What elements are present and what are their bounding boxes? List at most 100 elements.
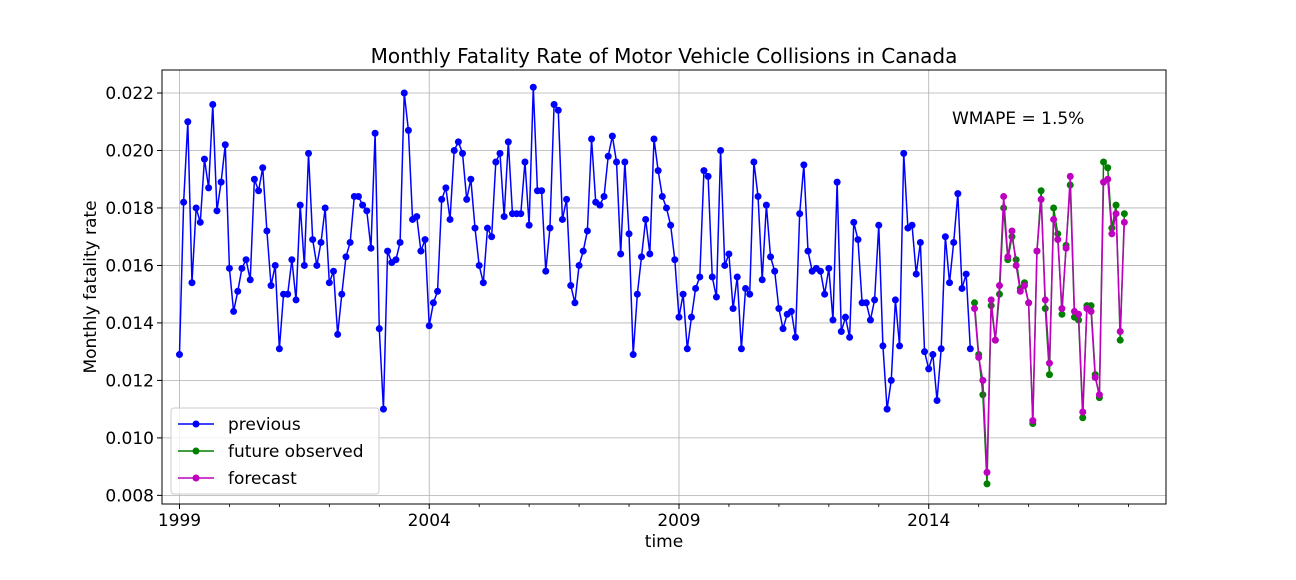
legend: previous future observed forecast xyxy=(170,407,380,495)
data-point-previous xyxy=(658,192,666,200)
data-point-previous xyxy=(950,238,958,246)
data-point-previous xyxy=(929,351,937,359)
data-point-previous xyxy=(517,210,525,218)
data-point-previous xyxy=(492,158,500,166)
data-point-previous xyxy=(717,146,725,154)
data-point-previous xyxy=(638,253,645,261)
data-point-previous xyxy=(571,299,579,307)
data-point-previous xyxy=(275,345,283,353)
data-point-previous xyxy=(675,313,683,321)
data-point-previous xyxy=(567,282,575,290)
data-point-future-observed xyxy=(1079,414,1087,422)
data-point-future-observed xyxy=(971,299,979,307)
data-point-forecast xyxy=(996,282,1003,290)
data-point-previous xyxy=(617,250,625,258)
y-tick-label: 0.008 xyxy=(105,486,154,506)
legend-box xyxy=(170,407,380,495)
data-point-previous xyxy=(629,351,637,359)
data-point-forecast xyxy=(1033,247,1041,255)
grid xyxy=(162,70,1166,504)
data-point-previous xyxy=(891,296,899,304)
data-point-previous xyxy=(708,273,716,281)
data-point-previous xyxy=(221,141,229,149)
series-previous xyxy=(175,83,974,413)
series-group xyxy=(175,83,1128,488)
data-point-previous xyxy=(209,100,217,108)
data-point-previous xyxy=(925,365,933,373)
data-point-previous xyxy=(225,264,233,272)
data-point-previous xyxy=(687,313,695,321)
data-point-previous xyxy=(908,221,916,229)
data-point-forecast xyxy=(1000,192,1008,200)
data-point-previous xyxy=(642,215,650,223)
data-point-previous xyxy=(679,290,687,298)
data-point-previous xyxy=(484,224,491,232)
data-point-forecast xyxy=(1112,210,1120,218)
data-point-previous xyxy=(554,106,562,114)
data-point-previous xyxy=(267,282,275,290)
data-point-previous xyxy=(359,201,367,209)
data-point-previous xyxy=(750,158,758,166)
data-point-previous xyxy=(792,333,800,341)
legend-label-previous: previous xyxy=(228,415,301,435)
data-point-previous xyxy=(933,397,941,405)
data-point-previous xyxy=(796,210,804,218)
data-point-previous xyxy=(288,256,296,264)
data-point-previous xyxy=(429,299,437,307)
data-point-forecast xyxy=(1116,328,1124,336)
legend-label-future-observed: future observed xyxy=(228,442,364,462)
data-point-previous xyxy=(400,89,408,97)
data-point-previous xyxy=(866,316,874,324)
wmape-annotation: WMAPE = 1.5% xyxy=(952,109,1084,129)
x-axis-label: time xyxy=(645,532,683,552)
data-point-previous xyxy=(488,233,496,241)
data-point-previous xyxy=(704,172,712,180)
data-point-previous xyxy=(496,149,504,157)
data-point-forecast xyxy=(1058,305,1066,313)
y-tick-label: 0.010 xyxy=(105,429,154,449)
data-point-forecast xyxy=(1079,408,1087,416)
data-point-previous xyxy=(504,138,512,146)
data-point-forecast xyxy=(1062,244,1070,252)
data-point-previous xyxy=(600,192,608,200)
data-point-previous xyxy=(392,256,400,264)
data-point-previous xyxy=(916,238,924,246)
y-tick-label: 0.014 xyxy=(105,314,154,334)
data-point-previous xyxy=(196,218,204,226)
data-point-forecast xyxy=(991,336,999,344)
data-point-previous xyxy=(667,221,675,229)
data-point-previous xyxy=(550,100,558,108)
data-point-previous xyxy=(729,305,737,313)
data-point-previous xyxy=(583,227,591,235)
y-tick-label: 0.022 xyxy=(105,84,154,104)
data-point-previous xyxy=(217,178,225,186)
data-point-previous xyxy=(238,264,246,272)
data-point-previous xyxy=(625,230,633,238)
data-point-previous xyxy=(459,149,467,157)
data-point-previous xyxy=(425,322,433,330)
data-point-previous xyxy=(692,284,700,292)
data-point-previous xyxy=(837,328,845,336)
data-point-previous xyxy=(471,224,479,232)
data-point-future-observed xyxy=(983,480,991,488)
data-point-previous xyxy=(454,138,462,146)
data-point-previous xyxy=(604,152,612,160)
data-point-previous xyxy=(829,316,837,324)
data-point-previous xyxy=(434,287,442,295)
ticks: 0.008 0.010 0.012 0.014 0.016 0.018 0.020 0.022… xyxy=(105,84,1129,531)
y-tick-label: 0.016 xyxy=(105,256,154,276)
data-point-future-observed xyxy=(1116,336,1124,344)
data-point-previous xyxy=(767,253,775,261)
x-tick-label: 2009 xyxy=(657,511,700,531)
data-point-forecast xyxy=(1041,296,1049,304)
data-point-previous xyxy=(712,293,720,301)
data-point-forecast xyxy=(975,353,983,361)
data-point-previous xyxy=(871,296,879,304)
data-point-previous xyxy=(941,233,949,241)
data-point-previous xyxy=(396,238,404,246)
data-point-previous xyxy=(646,250,654,258)
data-point-previous xyxy=(912,270,920,278)
data-point-previous xyxy=(558,215,566,223)
data-point-previous xyxy=(650,135,658,143)
data-point-previous xyxy=(825,264,833,272)
